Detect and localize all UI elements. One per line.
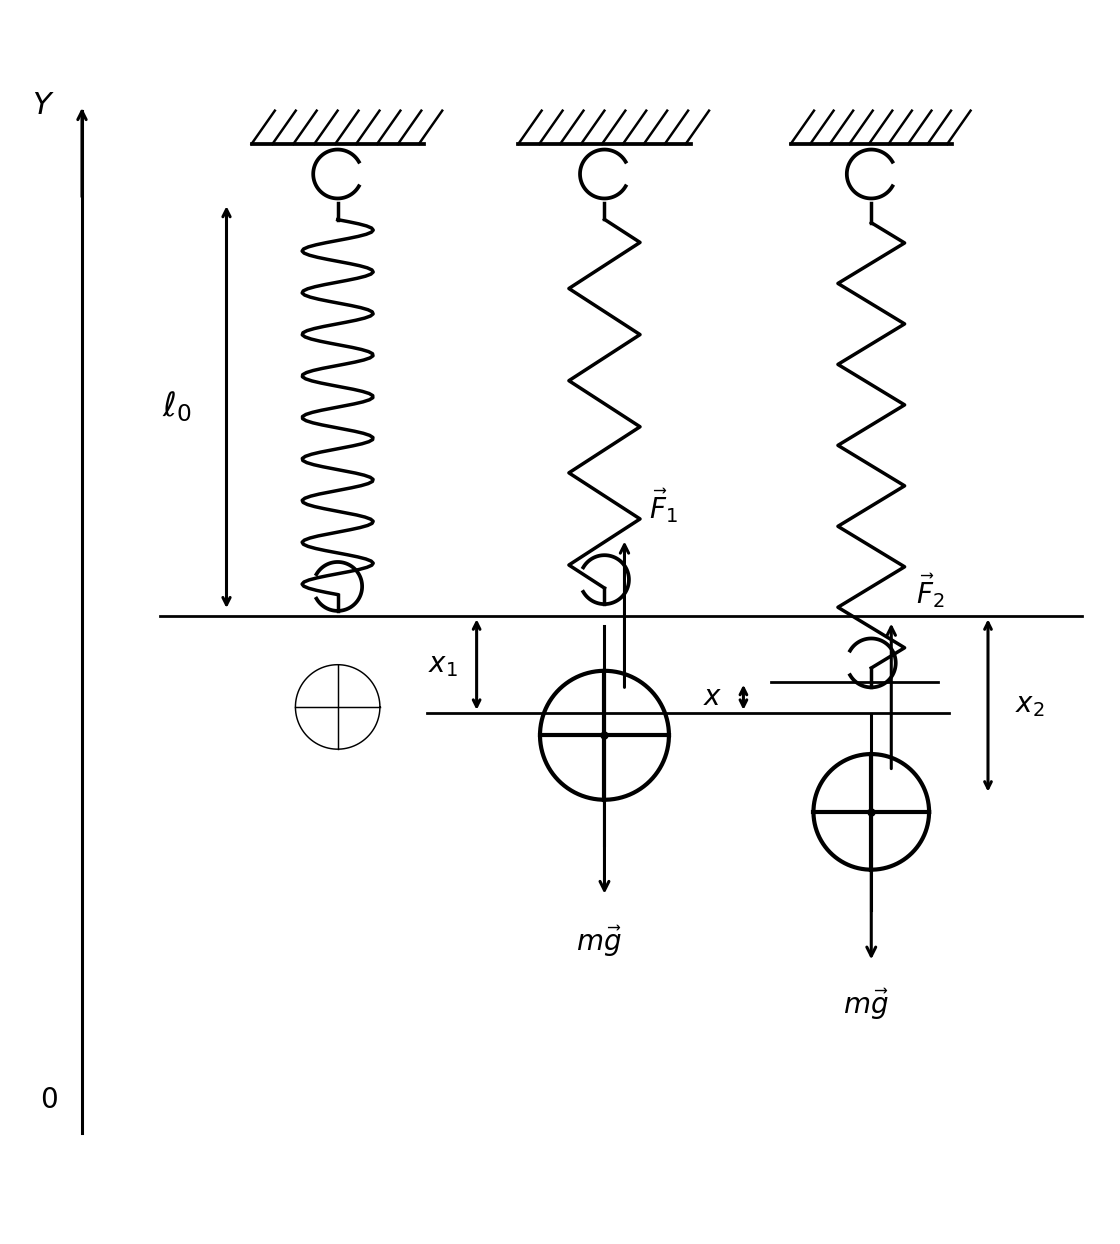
Text: $m\vec{g}$: $m\vec{g}$ [843,986,888,1021]
Text: $m\vec{g}$: $m\vec{g}$ [576,924,622,959]
Text: $\vec{F}_1$: $\vec{F}_1$ [648,486,678,525]
Text: $Y$: $Y$ [31,91,55,119]
Text: $0$: $0$ [39,1086,57,1115]
Text: $\ell_0$: $\ell_0$ [161,389,192,424]
Text: $x_1$: $x_1$ [428,651,458,678]
Text: $x_2$: $x_2$ [1016,692,1045,719]
Text: $\vec{F}_2$: $\vec{F}_2$ [916,571,944,610]
Text: $x$: $x$ [702,683,722,712]
